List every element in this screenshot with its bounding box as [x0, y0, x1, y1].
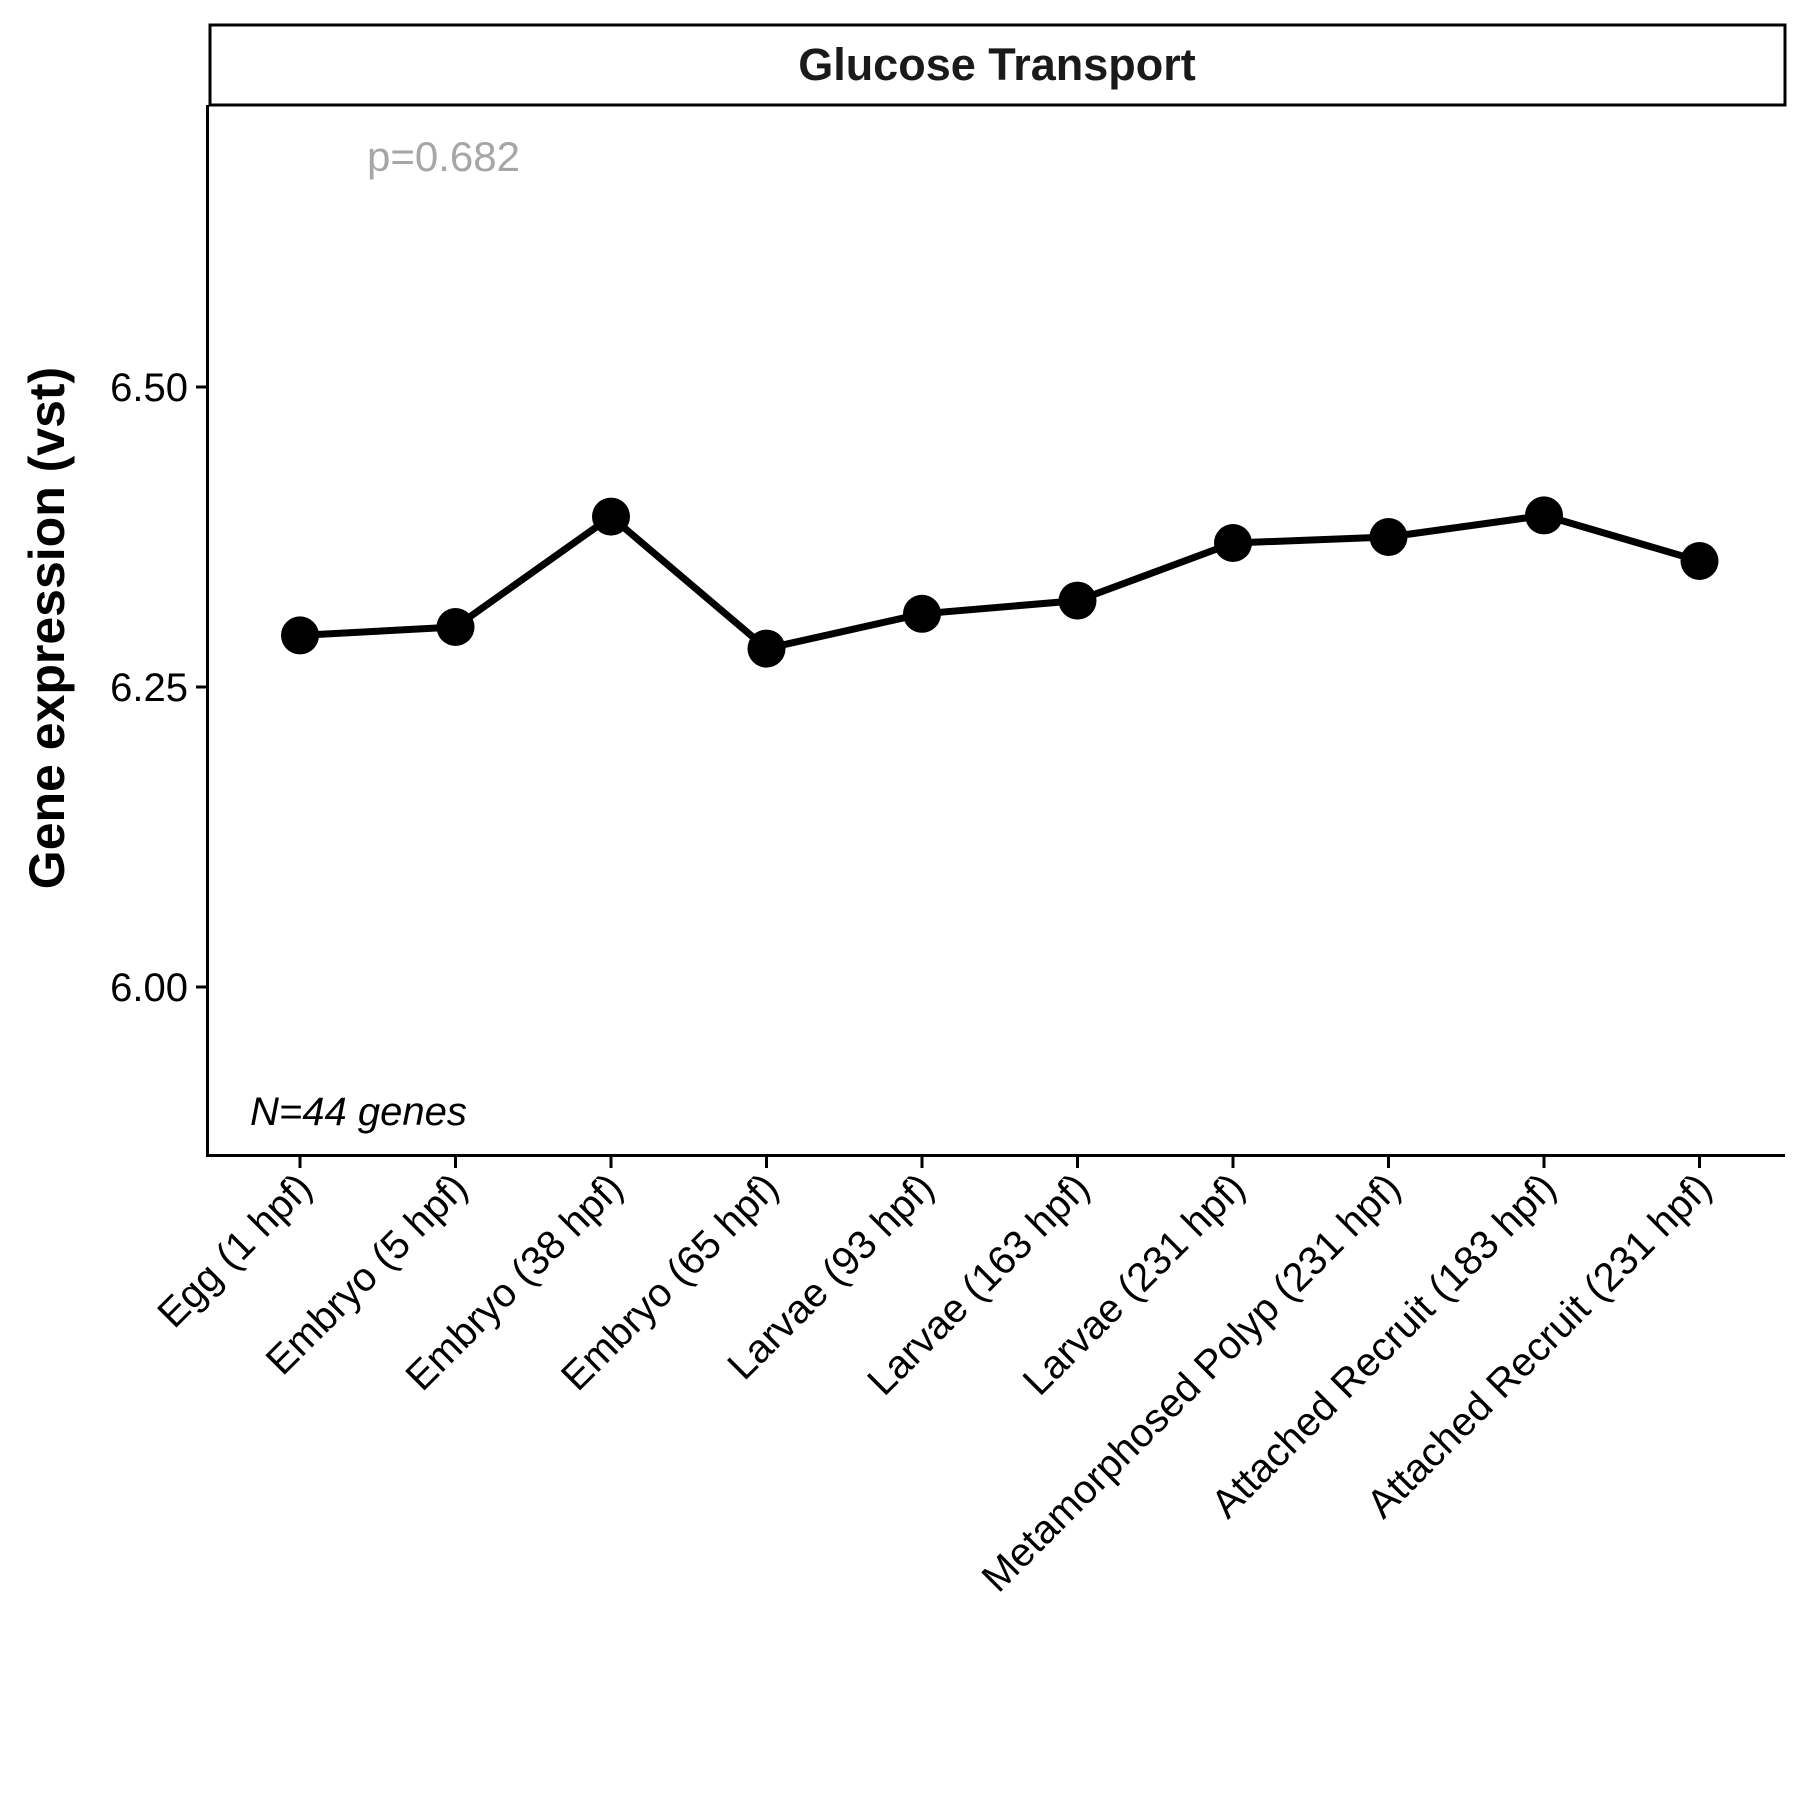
data-point	[436, 608, 475, 646]
data-point	[1058, 581, 1097, 620]
y-tick-label: 6.50	[110, 366, 188, 410]
y-axis-label: Gene expression (vst)	[19, 367, 75, 889]
data-point	[903, 594, 941, 633]
data-point	[1214, 524, 1252, 562]
y-tick-label: 6.25	[110, 666, 188, 710]
series	[281, 496, 1719, 668]
data-point	[1369, 518, 1408, 556]
series-line	[299, 511, 1701, 653]
n-genes-annotation: N=44 genes	[250, 1090, 467, 1134]
x-ticks: Egg (1 hpf)Embryo (5 hpf)Embryo (38 hpf)…	[149, 1157, 1720, 1600]
data-point	[1680, 542, 1719, 580]
data-point	[592, 497, 630, 536]
data-point	[281, 616, 319, 655]
facet-title: Glucose Transport	[798, 39, 1196, 90]
x-tick-label: Egg (1 hpf)	[149, 1165, 320, 1336]
data-point	[747, 629, 786, 668]
data-point	[1525, 496, 1563, 535]
y-ticks: 6.00 6.25 6.50	[110, 366, 207, 1010]
p-value-annotation: p=0.682	[367, 133, 520, 180]
facet-strip	[208, 23, 1787, 107]
y-tick-label: 6.00	[110, 966, 188, 1010]
